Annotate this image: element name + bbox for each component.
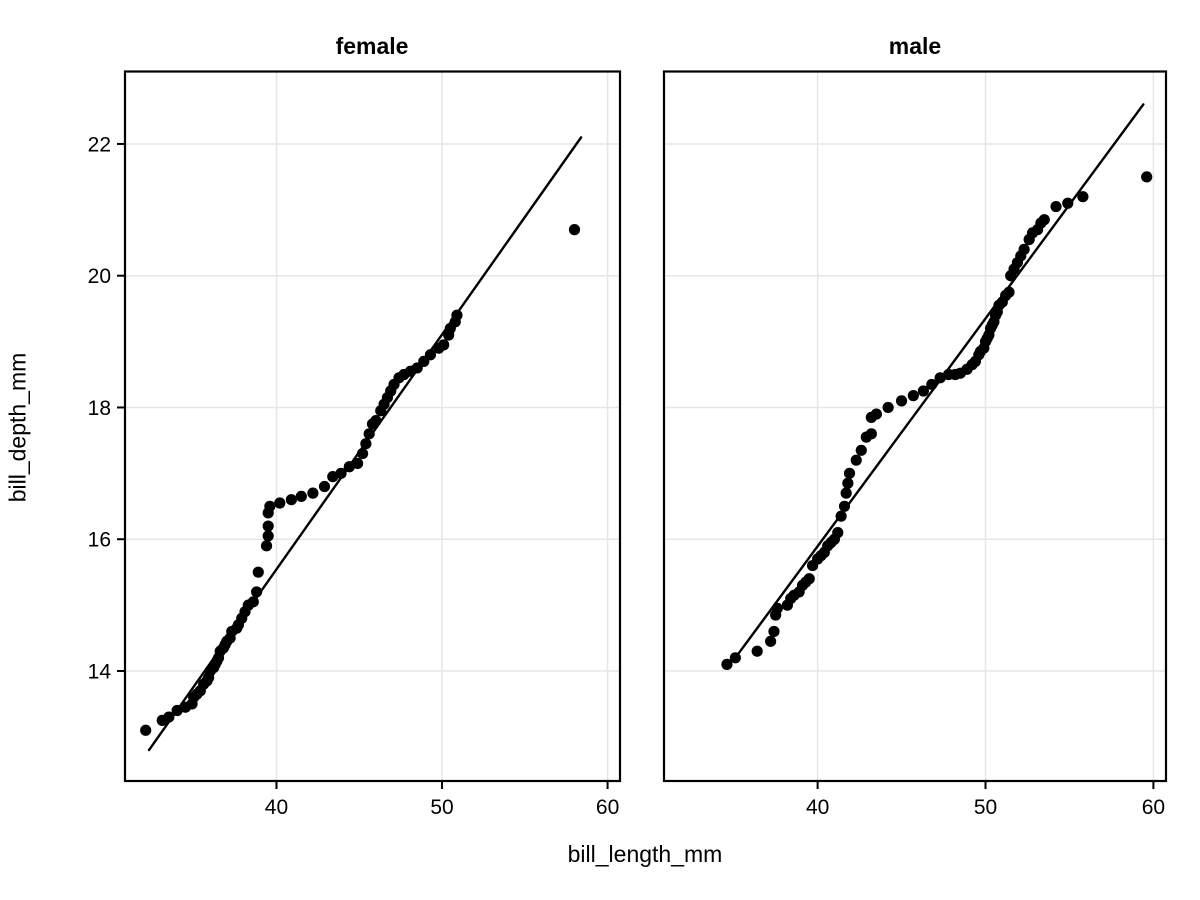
point-male <box>870 408 882 420</box>
point-male <box>1062 197 1074 209</box>
point-female <box>356 447 369 460</box>
point-female <box>264 500 276 512</box>
x-tick-label: 60 <box>1142 796 1165 819</box>
point-female <box>295 490 307 503</box>
point-male <box>1077 191 1089 203</box>
point-female <box>363 428 375 440</box>
point-male <box>751 645 763 657</box>
point-female <box>260 540 273 552</box>
point-female <box>335 467 347 479</box>
point-female <box>140 724 152 736</box>
facet-title-male: male <box>888 33 942 59</box>
point-female <box>274 497 286 509</box>
point-male <box>835 510 847 522</box>
x-tick-label: 40 <box>265 796 288 819</box>
point-male <box>768 625 780 638</box>
panel-border-female <box>123 70 622 783</box>
point-male <box>850 454 862 466</box>
point-female <box>438 339 450 351</box>
point-male <box>842 477 854 489</box>
point-male <box>907 390 919 402</box>
point-male <box>838 500 851 512</box>
point-female <box>285 494 297 506</box>
point-female <box>163 711 175 723</box>
y-tick-label: 18 <box>88 397 111 420</box>
x-tick-label: 60 <box>596 796 619 819</box>
point-male <box>1141 171 1153 183</box>
point-male <box>832 527 844 539</box>
point-female <box>424 349 437 361</box>
point-female <box>262 520 274 532</box>
x-axis-label: bill_length_mm <box>567 841 723 867</box>
facet-title-female: female <box>335 33 409 59</box>
point-male <box>729 652 741 664</box>
point-male <box>840 487 852 499</box>
point-male <box>855 444 867 456</box>
point-female <box>318 480 331 493</box>
point-female <box>247 596 259 608</box>
point-male <box>765 635 777 647</box>
panel-border-male <box>662 70 1168 783</box>
point-female <box>251 586 263 598</box>
point-female <box>252 566 264 578</box>
point-male <box>803 573 815 585</box>
x-tick-label: 40 <box>806 796 829 819</box>
point-male <box>1003 286 1015 298</box>
y-tick-label: 22 <box>88 133 111 156</box>
y-axis-label: bill_depth_mm <box>4 352 31 503</box>
point-female <box>370 415 382 427</box>
point-male <box>1038 214 1050 226</box>
point-female <box>352 457 364 470</box>
point-male <box>1050 200 1062 213</box>
point-female <box>360 438 372 450</box>
point-male <box>917 385 929 397</box>
point-male <box>895 395 908 407</box>
point-female <box>307 487 319 499</box>
point-female <box>262 530 274 542</box>
y-tick-label: 14 <box>88 660 112 683</box>
point-male <box>843 467 856 479</box>
point-male <box>882 401 894 414</box>
x-tick-label: 50 <box>430 796 453 819</box>
y-tick-label: 20 <box>88 265 111 288</box>
point-female <box>451 309 463 321</box>
x-tick-label: 50 <box>974 796 997 819</box>
point-male <box>721 658 733 670</box>
point-female <box>568 224 581 236</box>
y-tick-label: 16 <box>88 529 111 552</box>
point-male <box>1018 243 1030 255</box>
point-male <box>926 378 938 391</box>
point-male <box>865 428 877 440</box>
point-male <box>934 372 946 384</box>
point-male <box>771 602 783 615</box>
